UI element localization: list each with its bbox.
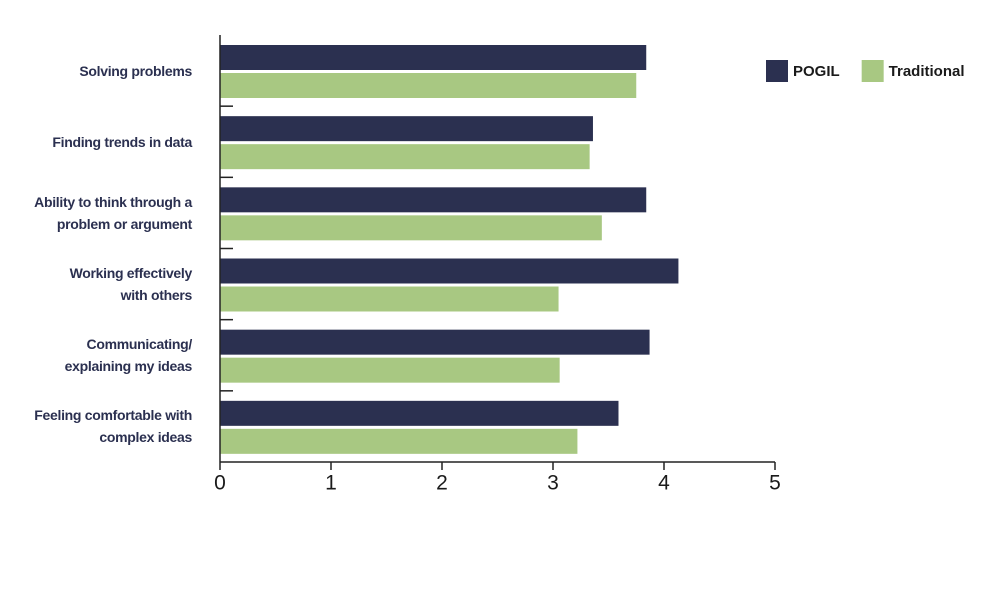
category-label: Finding trends in data: [52, 133, 192, 150]
bar: [220, 116, 593, 142]
bar: [220, 258, 679, 284]
legend-label: POGIL: [793, 63, 840, 80]
bar: [220, 357, 560, 383]
bar: [220, 286, 559, 312]
x-tick-label: 5: [769, 472, 781, 495]
x-tick-label: 2: [436, 472, 448, 495]
category-label: Communicating/ explaining my ideas: [64, 336, 193, 375]
category-label: Solving problems: [79, 62, 192, 79]
x-tick-label: 1: [325, 472, 337, 495]
legend-swatch: [861, 60, 884, 82]
legend-swatch: [766, 60, 788, 82]
bar: [220, 187, 647, 213]
category-label: Feeling comfortable with complex ideas: [34, 407, 192, 446]
category-label: Ability to think through a problem or ar…: [34, 193, 192, 232]
category-label: Working effectively with others: [69, 265, 193, 304]
bar: [220, 73, 637, 98]
x-tick-label: 0: [214, 472, 226, 495]
x-tick-label: 3: [547, 472, 559, 495]
bar: [220, 215, 602, 241]
bar: [220, 45, 647, 70]
bar: [220, 144, 590, 170]
bar: [220, 400, 619, 426]
bar: [220, 428, 578, 454]
legend-label: Traditional: [889, 63, 965, 80]
x-tick-label: 4: [658, 472, 670, 495]
bar: [220, 329, 650, 355]
